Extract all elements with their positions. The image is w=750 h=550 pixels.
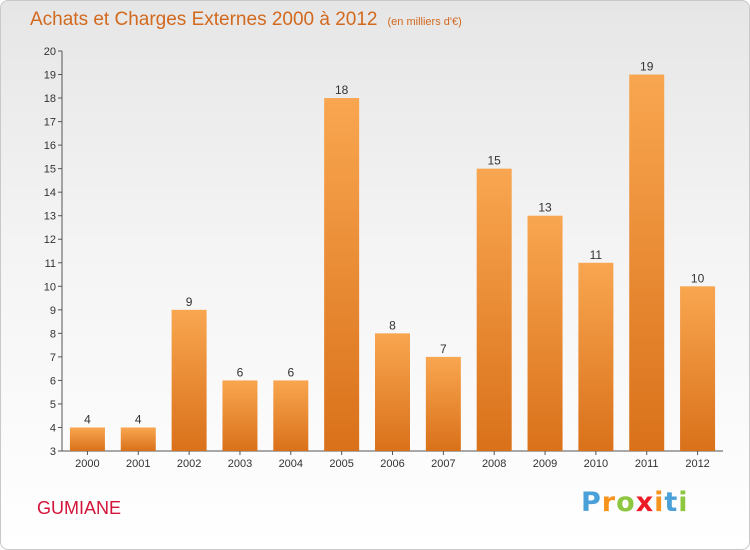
y-tick-label: 8 — [50, 328, 56, 340]
x-tick-label: 2005 — [329, 458, 353, 470]
y-tick-label: 3 — [50, 446, 56, 458]
y-tick-label: 12 — [44, 234, 56, 246]
y-tick-label: 17 — [44, 117, 56, 129]
x-tick-label: 2012 — [685, 458, 709, 470]
bar-value-label: 10 — [691, 271, 705, 285]
bar-value-label: 15 — [488, 154, 502, 168]
x-axis-labels: 2000 2001 2002 2003 2004 2005 2006 2007 2008 2009… — [75, 451, 710, 470]
bar-value-label: 11 — [590, 248, 603, 262]
y-tick-label: 5 — [50, 399, 56, 411]
y-tick-label: 15 — [44, 164, 56, 176]
bar-value-label: 9 — [186, 295, 193, 309]
x-tick-label: 2003 — [228, 458, 252, 470]
bar-2007 — [425, 356, 461, 451]
bar-value-label: 6 — [237, 365, 244, 379]
bar-2003 — [222, 380, 258, 451]
x-tick-label: 2010 — [584, 458, 608, 470]
bar-value-label: 7 — [440, 342, 447, 356]
bar-value-label: 19 — [640, 60, 654, 74]
y-tick-label: 11 — [45, 258, 56, 270]
bar-value-label: 8 — [389, 318, 396, 332]
y-tick-label: 6 — [50, 375, 56, 387]
bar-2012 — [680, 286, 716, 451]
y-tick-label: 10 — [44, 281, 56, 293]
bar-2000 — [69, 427, 105, 451]
bar-2002 — [171, 309, 207, 451]
y-tick-label: 14 — [44, 187, 56, 199]
bar-2011 — [629, 74, 665, 451]
y-tick-label: 9 — [50, 305, 56, 317]
bar-value-label: 6 — [287, 365, 294, 379]
bar-2009 — [527, 215, 563, 451]
y-tick-label: 18 — [44, 93, 56, 105]
y-tick-label: 4 — [50, 422, 56, 434]
commune-name: GUMIANE — [37, 498, 122, 518]
x-tick-label: 2004 — [279, 458, 303, 470]
bar-2004 — [273, 380, 309, 451]
x-tick-label: 2009 — [533, 458, 557, 470]
chart-unit: (en milliers d'€) — [387, 16, 462, 28]
y-tick-label: 20 — [44, 46, 56, 58]
x-tick-label: 2006 — [380, 458, 404, 470]
y-tick-label: 16 — [44, 140, 56, 152]
x-tick-label: 2007 — [431, 458, 455, 470]
bar-2001 — [120, 427, 156, 451]
x-tick-label: 2011 — [635, 458, 659, 470]
bar-2006 — [375, 333, 410, 451]
y-tick-label: 7 — [50, 352, 56, 364]
bar-value-label: 4 — [135, 412, 142, 426]
bar-value-label: 13 — [538, 201, 552, 215]
x-tick-label: 2000 — [75, 458, 99, 470]
bar-2008 — [476, 168, 512, 451]
bar-2005 — [324, 98, 360, 451]
bar-2010 — [578, 262, 614, 451]
x-tick-label: 2008 — [482, 458, 506, 470]
chart-title: Achats et Charges Externes 2000 à 2012 (e… — [30, 9, 462, 30]
y-tick-label: 13 — [44, 211, 56, 223]
bar-value-label: 4 — [84, 412, 91, 426]
y-axis-ticks: 3 4 5 6 7 8 9 10 11 12 13 14 15 16 17 18 19 20 — [44, 46, 62, 458]
bar-value-label: 18 — [335, 83, 349, 97]
proxiti-logo: Proxiti — [581, 487, 689, 518]
x-tick-label: 2001 — [126, 458, 150, 470]
bars: 4 4 9 6 6 18 8 7 15 13 11 19 10 — [69, 60, 716, 451]
x-tick-label: 2002 — [177, 458, 201, 470]
y-tick-label: 19 — [44, 70, 56, 82]
